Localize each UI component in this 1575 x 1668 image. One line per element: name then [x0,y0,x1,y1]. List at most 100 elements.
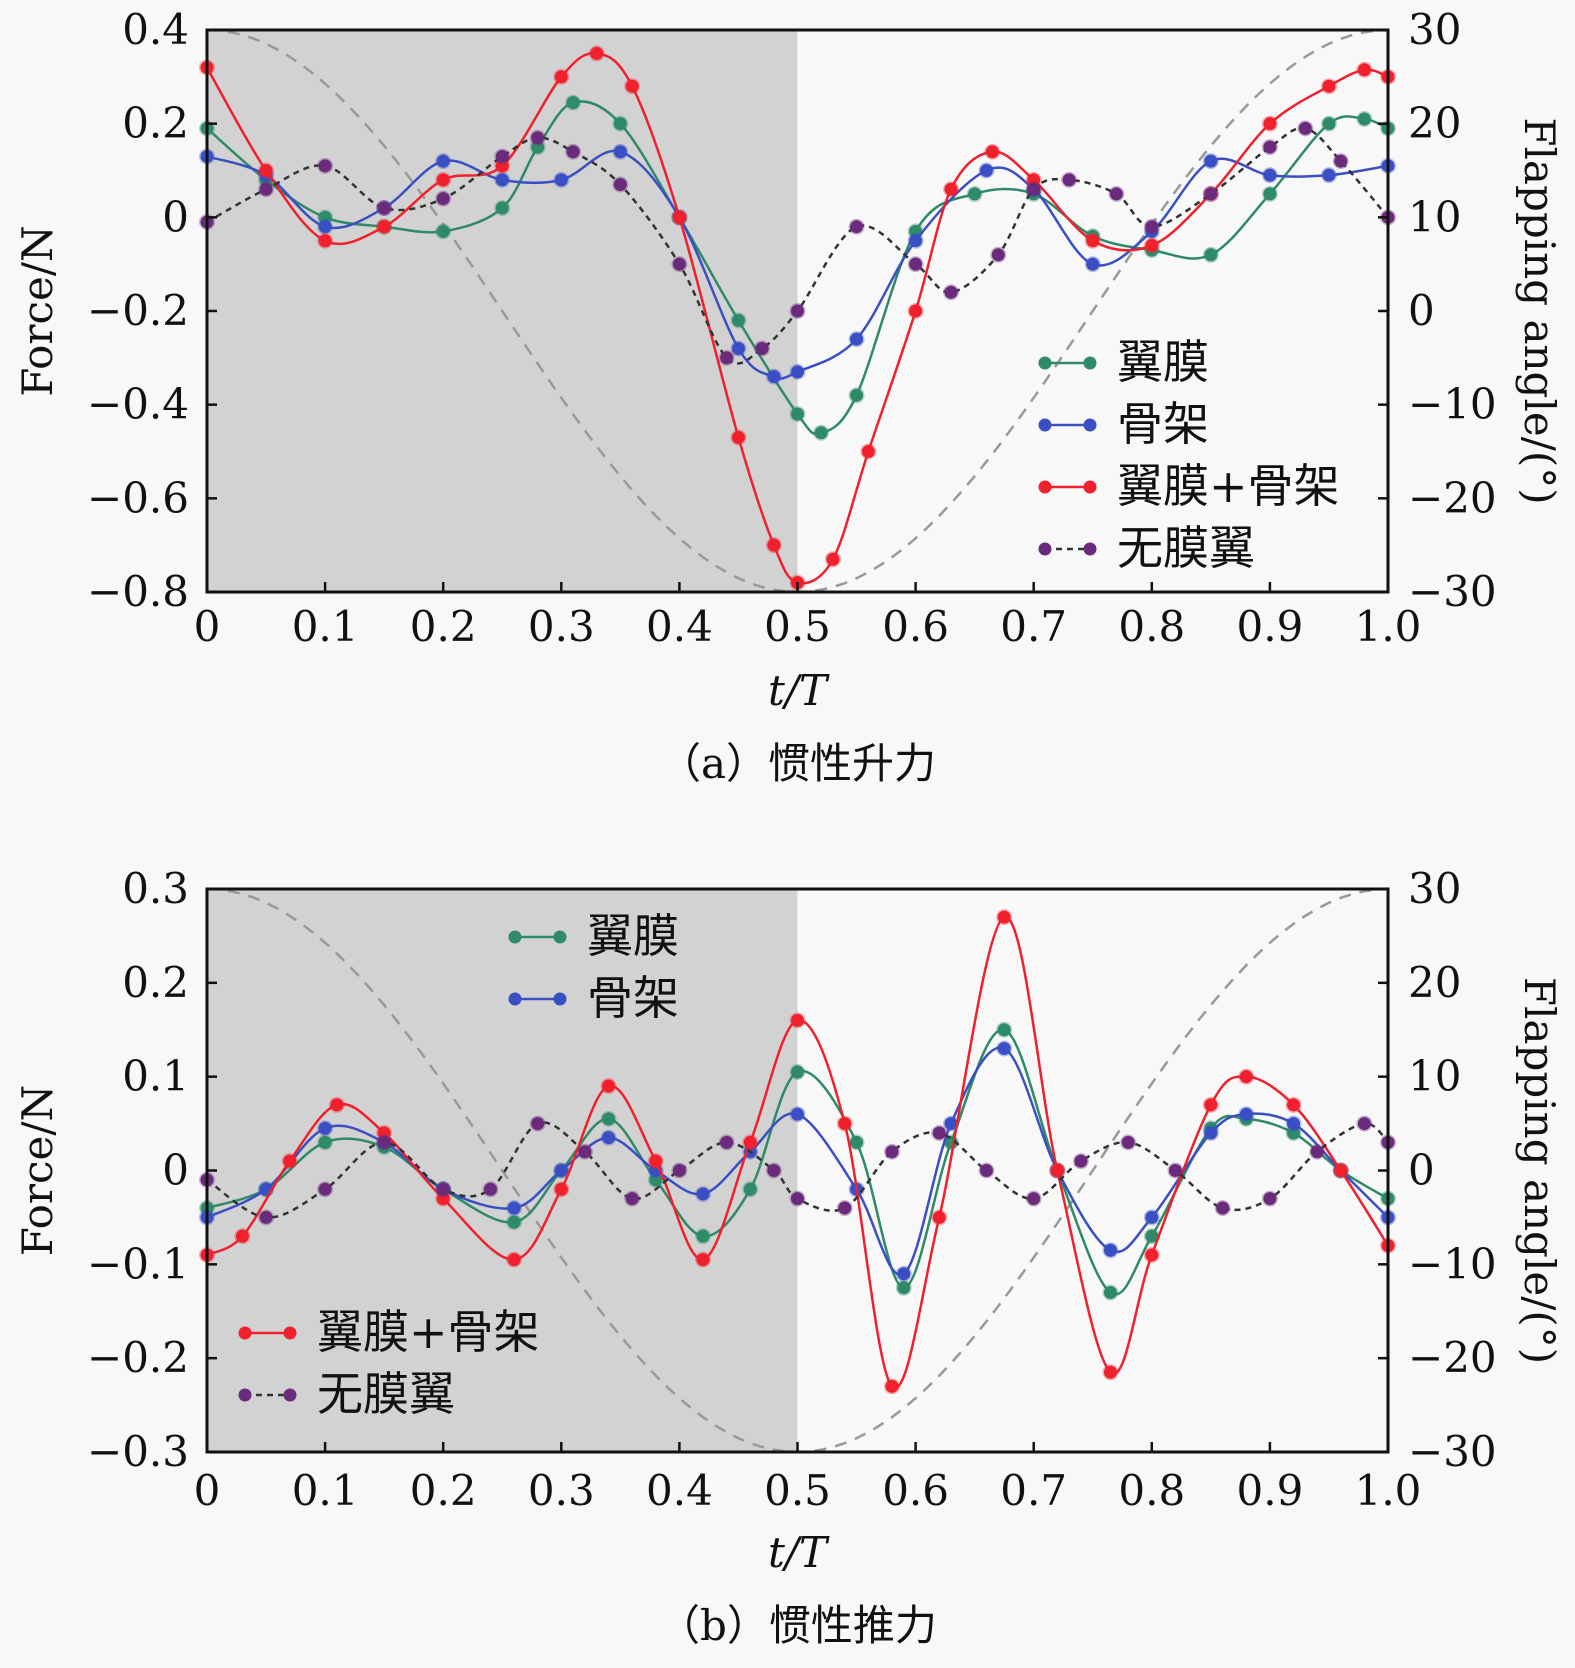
data-point [1202,185,1219,202]
data-point [506,1251,523,1268]
legend-label: 骨架 [587,971,679,1025]
data-point [317,232,334,249]
legend-marker [553,930,567,944]
y2-axis-label: Flapping angle/(°) [1515,117,1564,504]
x-tick-label: 0.4 [646,1466,713,1515]
x-tick-label: 1.0 [1355,602,1422,651]
data-point [317,157,334,174]
y-tick-label: −0.1 [87,1239,189,1288]
data-point [553,1162,570,1179]
x-tick-label: 0.8 [1118,602,1185,651]
data-point [494,148,511,165]
data-point [588,45,605,62]
data-point [328,1096,345,1113]
data-point [482,1181,499,1198]
data-point [984,143,1001,160]
y-tick-label: 0.2 [122,958,189,1007]
legend-item: 翼膜+骨架 [1038,459,1340,513]
data-point [234,1228,251,1245]
data-point [671,256,688,273]
x-tick-label: 0.3 [528,1466,595,1515]
data-point [435,1181,452,1198]
x-tick-label: 0.6 [882,1466,949,1515]
data-point [553,1181,570,1198]
data-point [671,1162,688,1179]
data-point [978,1162,995,1179]
data-point [1356,110,1373,127]
legend-marker [508,930,522,944]
data-point [978,162,995,179]
x-tick-label: 0 [194,602,221,651]
data-point [730,312,747,329]
data-point [1261,139,1278,156]
data-point [754,340,771,357]
data-point [553,68,570,85]
data-point [1261,115,1278,132]
data-point [1320,115,1337,132]
data-point [1072,1153,1089,1170]
data-point [494,199,511,216]
chart-panel-b: 0 0.1 0.2 0.3 0.4 0.5 0.6 0.7 0.8 0.9 1.0 0.3 0.2 0.1… [13,864,1564,1650]
data-point [824,551,841,568]
data-point [1025,181,1042,198]
data-point [1202,153,1219,170]
data-point [281,1153,298,1170]
data-point [1332,1162,1349,1179]
x-tick-label: 0.5 [764,602,831,651]
legend-marker [283,1388,297,1402]
data-point [789,406,806,423]
data-point [789,303,806,319]
y-tick-label: −0.6 [87,473,189,522]
y-tick-label: −0.2 [87,1333,189,1382]
data-point [1285,1115,1302,1132]
data-point [1061,171,1078,188]
y2-tick-label: 20 [1408,958,1461,1007]
data-point [506,1200,523,1217]
data-point [1320,78,1337,95]
legend-marker [508,992,522,1006]
data-point [943,181,960,198]
data-point [1143,218,1160,235]
x-tick-label: 0.4 [646,602,713,651]
y-tick-label: −0.3 [87,1427,189,1476]
y2-tick-label: 0 [1408,1146,1435,1195]
data-point [1332,153,1349,170]
x-tick-label: 0 [194,1466,221,1515]
data-point [435,190,452,207]
x-tick-label: 0.9 [1237,1466,1304,1515]
legend-marker [1083,356,1097,370]
data-point [1143,1209,1160,1226]
data-point [742,1134,759,1151]
legend-label: 无膜翼 [1117,521,1255,575]
x-tick-label: 0.3 [528,602,595,651]
data-point [789,1063,806,1080]
data-point [931,1124,948,1141]
legend-label: 翼膜+骨架 [317,1305,540,1359]
data-point [1202,1096,1219,1113]
y2-tick-label: −10 [1408,1239,1497,1288]
data-point [624,78,641,95]
y2-tick-label: 10 [1408,1052,1461,1101]
data-point [647,1153,664,1170]
y2-tick-label: 10 [1408,192,1461,241]
legend-marker [1038,418,1052,432]
data-point [1356,61,1373,78]
data-point [789,1190,806,1207]
data-point [943,284,960,301]
legend-marker [1083,480,1097,494]
y-tick-label: 0.1 [122,1052,189,1101]
data-point [376,218,393,235]
legend-label: 翼膜 [1117,335,1209,389]
y-axis-label: Force/N [13,1085,62,1257]
data-point [1120,1134,1137,1151]
data-point [931,1209,948,1226]
data-point [789,1012,806,1029]
data-point [317,1134,334,1151]
data-point [1320,167,1337,184]
data-point [1102,1284,1119,1301]
y2-tick-label: 0 [1408,286,1435,335]
data-point [907,232,924,249]
data-point [576,1143,593,1160]
data-point [907,303,924,319]
data-point [1102,1364,1119,1381]
